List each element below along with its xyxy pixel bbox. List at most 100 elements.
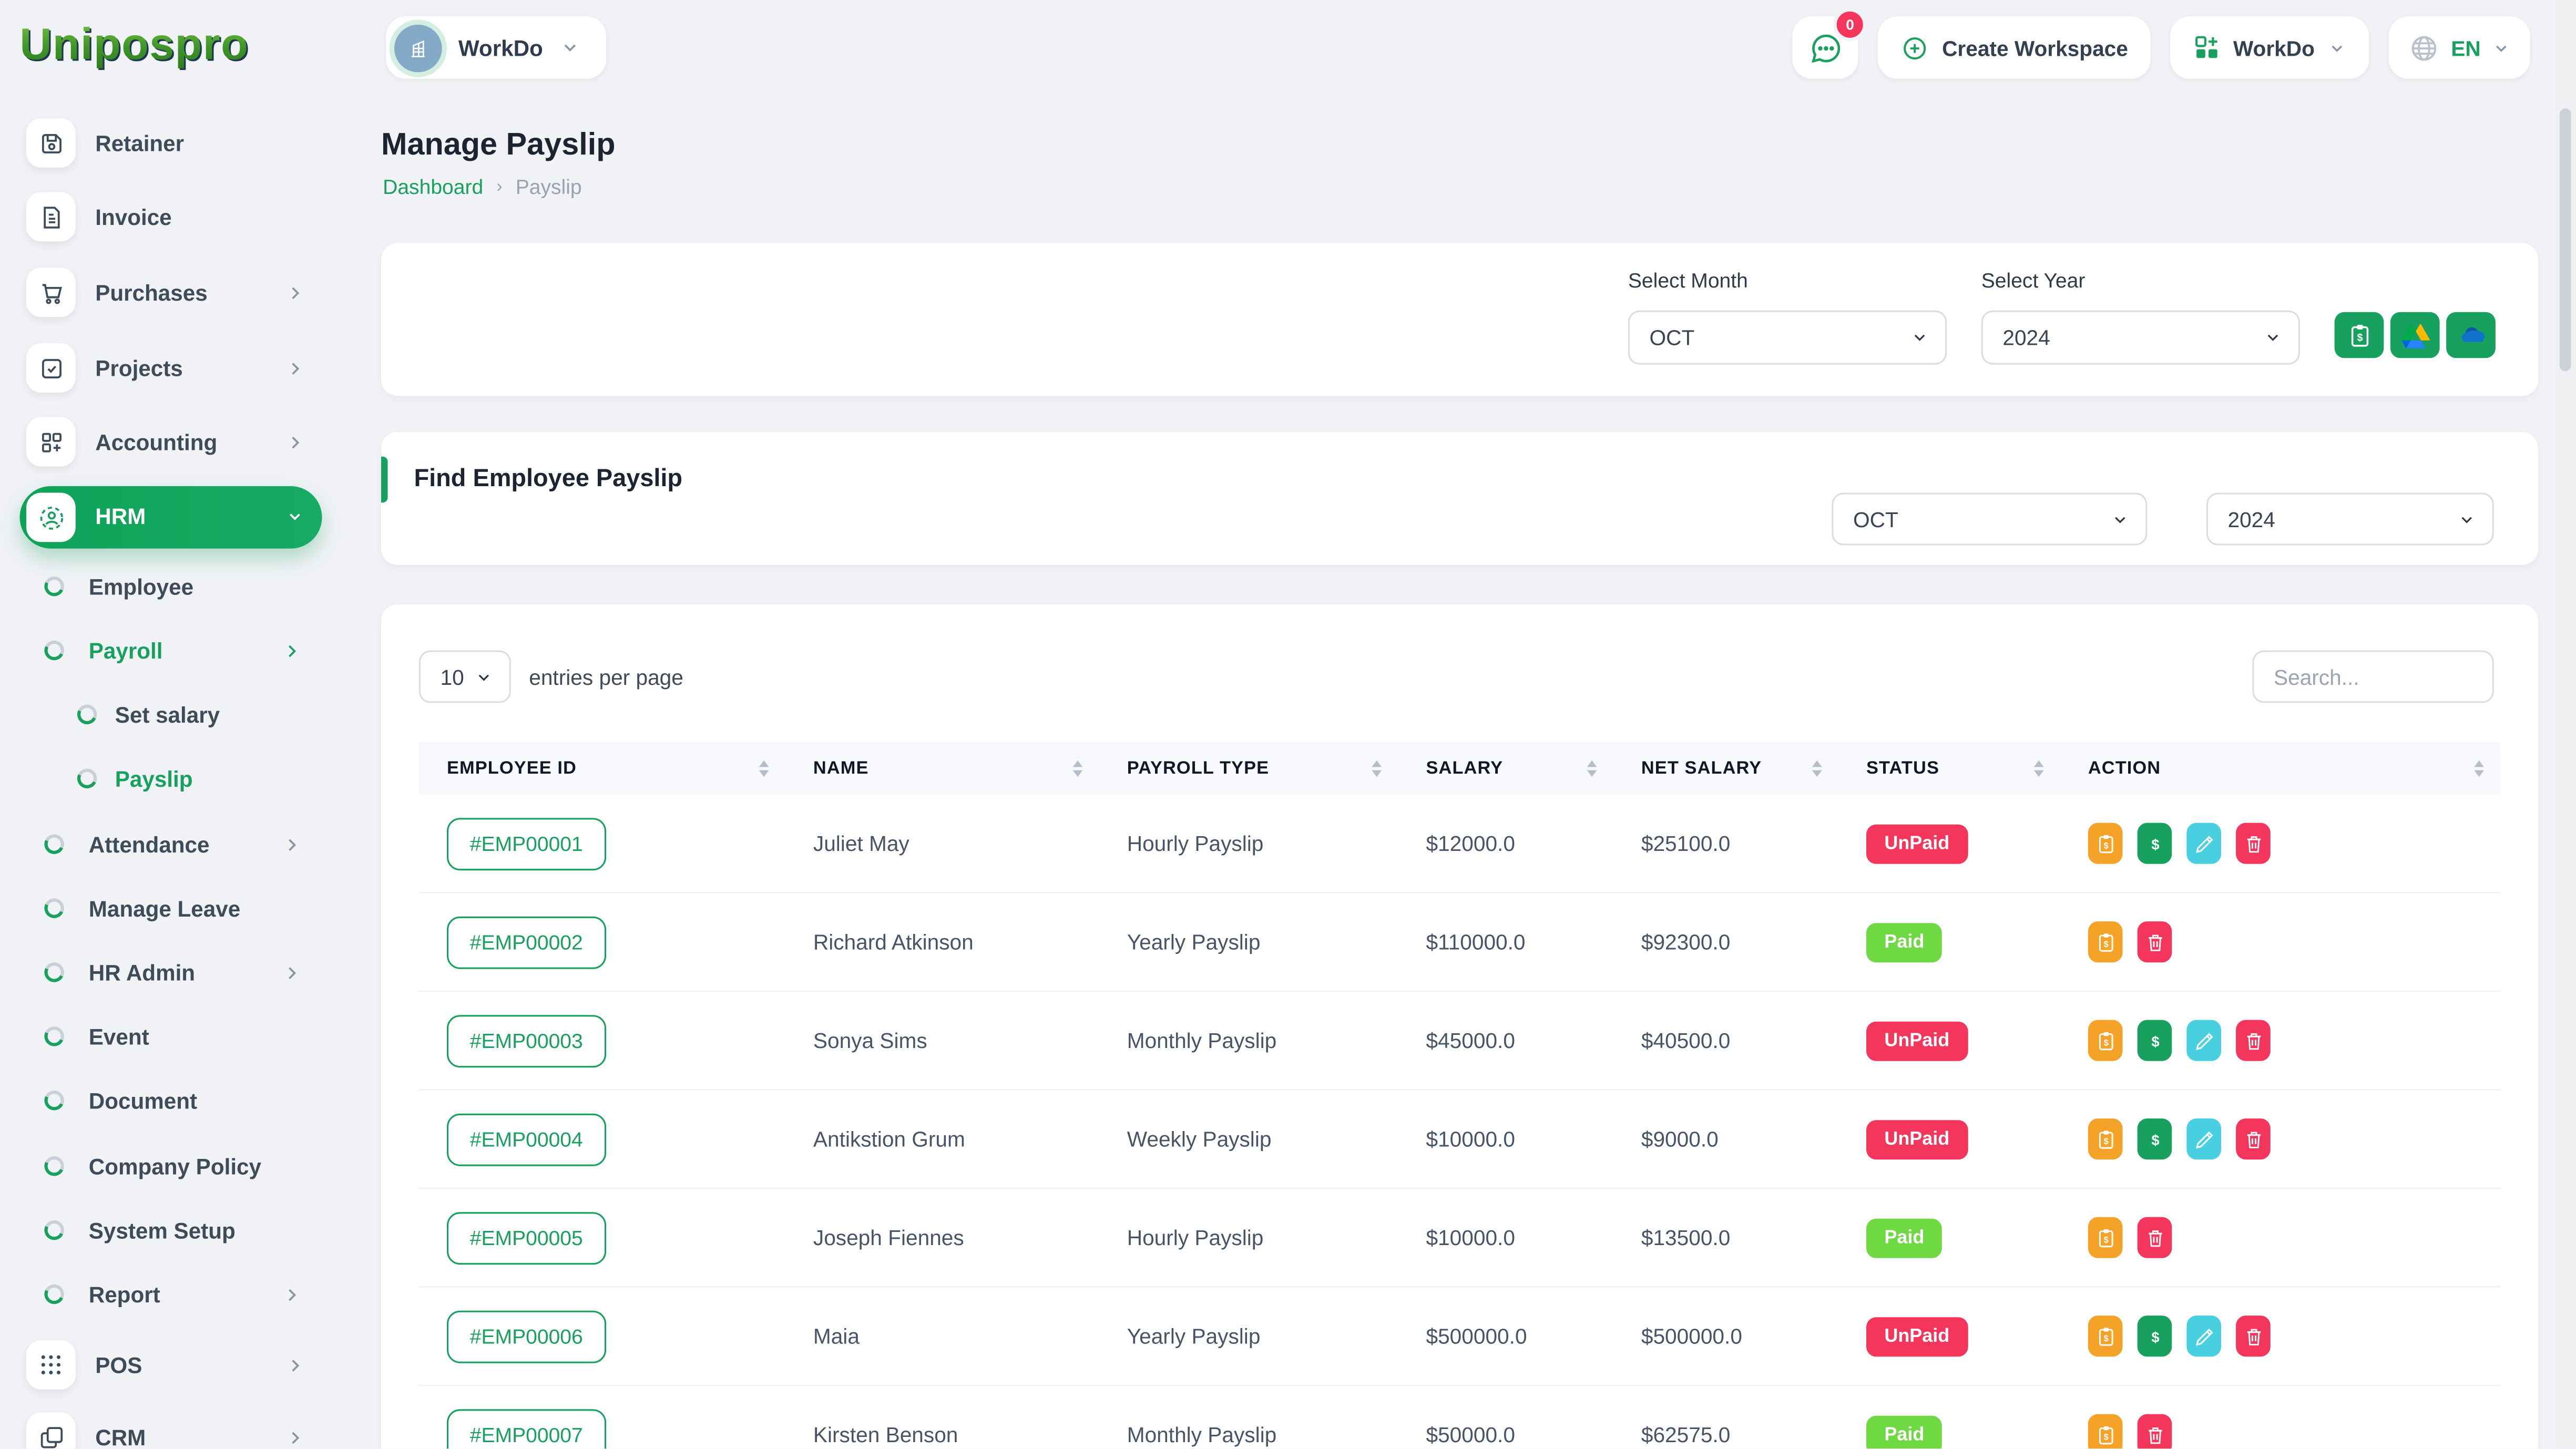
find-month-select[interactable]: OCT <box>1832 492 2148 546</box>
workspace-selector[interactable]: WorkDo <box>386 16 606 79</box>
employee-id-badge[interactable]: #EMP00004 <box>447 1113 606 1166</box>
year-select[interactable]: 2024 <box>1981 310 2300 365</box>
sidebar-item-set-salary[interactable]: Set salary <box>0 690 365 739</box>
breadcrumb-dashboard-link[interactable]: Dashboard <box>383 176 484 199</box>
sidebar-item-company-policy[interactable]: Company Policy <box>0 1142 365 1191</box>
delete-button[interactable] <box>2236 1316 2271 1357</box>
sidebar-item-purchases[interactable]: Purchases <box>0 254 365 330</box>
payslip-button[interactable]: $ <box>2088 921 2123 963</box>
sidebar-item-system-setup[interactable]: System Setup <box>0 1206 365 1255</box>
scrollbar-thumb[interactable] <box>2559 108 2571 372</box>
column-header-net-salary[interactable]: NET SALARY <box>1613 759 1838 778</box>
edit-button[interactable] <box>2186 1316 2221 1357</box>
column-header-action[interactable]: ACTION <box>2060 759 2501 778</box>
delete-button[interactable] <box>2137 1217 2172 1258</box>
payslip-button[interactable]: $ <box>2088 1414 2123 1449</box>
select-month-label: Select Month <box>1628 269 1748 293</box>
bullet-icon <box>74 766 100 792</box>
sidebar-item-retainer[interactable]: Retainer <box>0 105 365 181</box>
employee-id-badge[interactable]: #EMP00007 <box>447 1408 606 1449</box>
sidebar-item-payslip[interactable]: Payslip <box>0 754 365 803</box>
status-badge: Paid <box>1866 1218 1943 1258</box>
employee-id-badge[interactable]: #EMP00001 <box>447 817 606 870</box>
employee-id-badge[interactable]: #EMP00006 <box>447 1310 606 1363</box>
edit-button[interactable] <box>2186 1118 2221 1160</box>
sidebar-item-manage-leave[interactable]: Manage Leave <box>0 883 365 933</box>
google-drive-button[interactable] <box>2390 312 2440 358</box>
generate-payslip-button[interactable]: $ <box>2334 312 2384 358</box>
delete-button[interactable] <box>2236 1118 2271 1160</box>
table-header: EMPLOYEE ID NAME PAYROLL TYPE SALARY NET… <box>418 742 2501 795</box>
trash-icon <box>2148 1426 2162 1443</box>
payslip-icon: $ <box>2098 1031 2112 1050</box>
column-header-status[interactable]: STATUS <box>1838 759 2060 778</box>
create-workspace-label: Create Workspace <box>1942 35 2128 60</box>
sort-icon[interactable] <box>2474 760 2484 777</box>
payslip-button[interactable]: $ <box>2088 823 2123 864</box>
sort-icon[interactable] <box>1812 760 1822 777</box>
sidebar-item-payroll[interactable]: Payroll <box>0 626 365 675</box>
delete-button[interactable] <box>2137 1414 2172 1449</box>
delete-button[interactable] <box>2236 1020 2271 1061</box>
delete-button[interactable] <box>2236 823 2271 864</box>
edit-button[interactable] <box>2186 823 2221 864</box>
table-row: #EMP00004 Antikstion Grum Weekly Payslip $1… <box>418 1091 2501 1189</box>
trash-icon <box>2246 1032 2260 1049</box>
delete-button[interactable] <box>2137 921 2172 963</box>
employee-id-badge[interactable]: #EMP00003 <box>447 1014 606 1067</box>
table-row: #EMP00005 Joseph Fiennes Hourly Payslip $10… <box>418 1189 2501 1288</box>
net-salary-cell: $9000.0 <box>1641 1126 1719 1152</box>
search-input[interactable] <box>2252 650 2494 703</box>
create-workspace-button[interactable]: Create Workspace <box>1878 16 2151 79</box>
scrollbar[interactable] <box>2554 0 2576 1449</box>
payslip-button[interactable]: $ <box>2088 1020 2123 1061</box>
sidebar-item-employee[interactable]: Employee <box>0 562 365 611</box>
column-header-payroll-type[interactable]: PAYROLL TYPE <box>1099 759 1398 778</box>
sidebar-item-attendance[interactable]: Attendance <box>0 819 365 869</box>
column-header-employee-id[interactable]: EMPLOYEE ID <box>419 759 785 778</box>
employee-id-badge[interactable]: #EMP00005 <box>447 1211 606 1264</box>
column-header-salary[interactable]: SALARY <box>1398 759 1613 778</box>
entries-select[interactable]: 10 <box>418 650 511 703</box>
sort-icon[interactable] <box>1587 760 1597 777</box>
sidebar-item-label: Payroll <box>88 638 163 663</box>
app-logo[interactable]: Unipospro <box>20 20 249 71</box>
table-row: #EMP00006 Maia Yearly Payslip $500000.0 $500… <box>418 1288 2501 1386</box>
language-button[interactable]: EN <box>2388 16 2530 79</box>
sidebar-item-accounting[interactable]: Accounting <box>0 404 365 480</box>
sidebar-item-projects[interactable]: Projects <box>0 330 365 406</box>
payslip-button[interactable]: $ <box>2088 1217 2123 1258</box>
find-month-value: OCT <box>1853 507 1898 531</box>
sidebar-item-pos[interactable]: POS <box>0 1327 365 1403</box>
chevron-down-icon <box>286 508 304 526</box>
pay-button[interactable]: $ <box>2137 1118 2172 1160</box>
column-header-name[interactable]: NAME <box>785 759 1099 778</box>
sidebar-item-document[interactable]: Document <box>0 1076 365 1125</box>
month-select[interactable]: OCT <box>1628 310 1947 365</box>
workdo-menu-button[interactable]: WorkDo <box>2171 16 2369 79</box>
sidebar-item-hrm[interactable]: HRM <box>19 486 322 549</box>
payslip-button[interactable]: $ <box>2088 1316 2123 1357</box>
sort-icon[interactable] <box>1372 760 1382 777</box>
sort-icon[interactable] <box>1072 760 1083 777</box>
sidebar-item-label: Employee <box>88 574 194 599</box>
pay-button[interactable]: $ <box>2137 1316 2172 1357</box>
sort-icon[interactable] <box>759 760 769 777</box>
find-year-select[interactable]: 2024 <box>2206 492 2494 546</box>
net-salary-cell: $500000.0 <box>1641 1323 1742 1349</box>
edit-button[interactable] <box>2186 1020 2221 1061</box>
onedrive-button[interactable] <box>2446 312 2496 358</box>
sidebar-item-crm[interactable]: CRM <box>0 1400 365 1449</box>
employee-name-cell: Maia <box>813 1323 860 1349</box>
status-badge: Paid <box>1866 1415 1943 1449</box>
payslip-button[interactable]: $ <box>2088 1118 2123 1160</box>
employee-id-badge[interactable]: #EMP00002 <box>447 916 606 969</box>
pay-button[interactable]: $ <box>2137 1020 2172 1061</box>
sort-icon[interactable] <box>2033 760 2044 777</box>
sidebar-item-hr-admin[interactable]: HR Admin <box>0 948 365 997</box>
sidebar-item-invoice[interactable]: Invoice <box>0 179 365 255</box>
messages-button[interactable]: 0 <box>1792 8 1867 79</box>
pay-button[interactable]: $ <box>2137 823 2172 864</box>
sidebar-item-event[interactable]: Event <box>0 1012 365 1061</box>
sidebar-item-report[interactable]: Report <box>0 1270 365 1319</box>
